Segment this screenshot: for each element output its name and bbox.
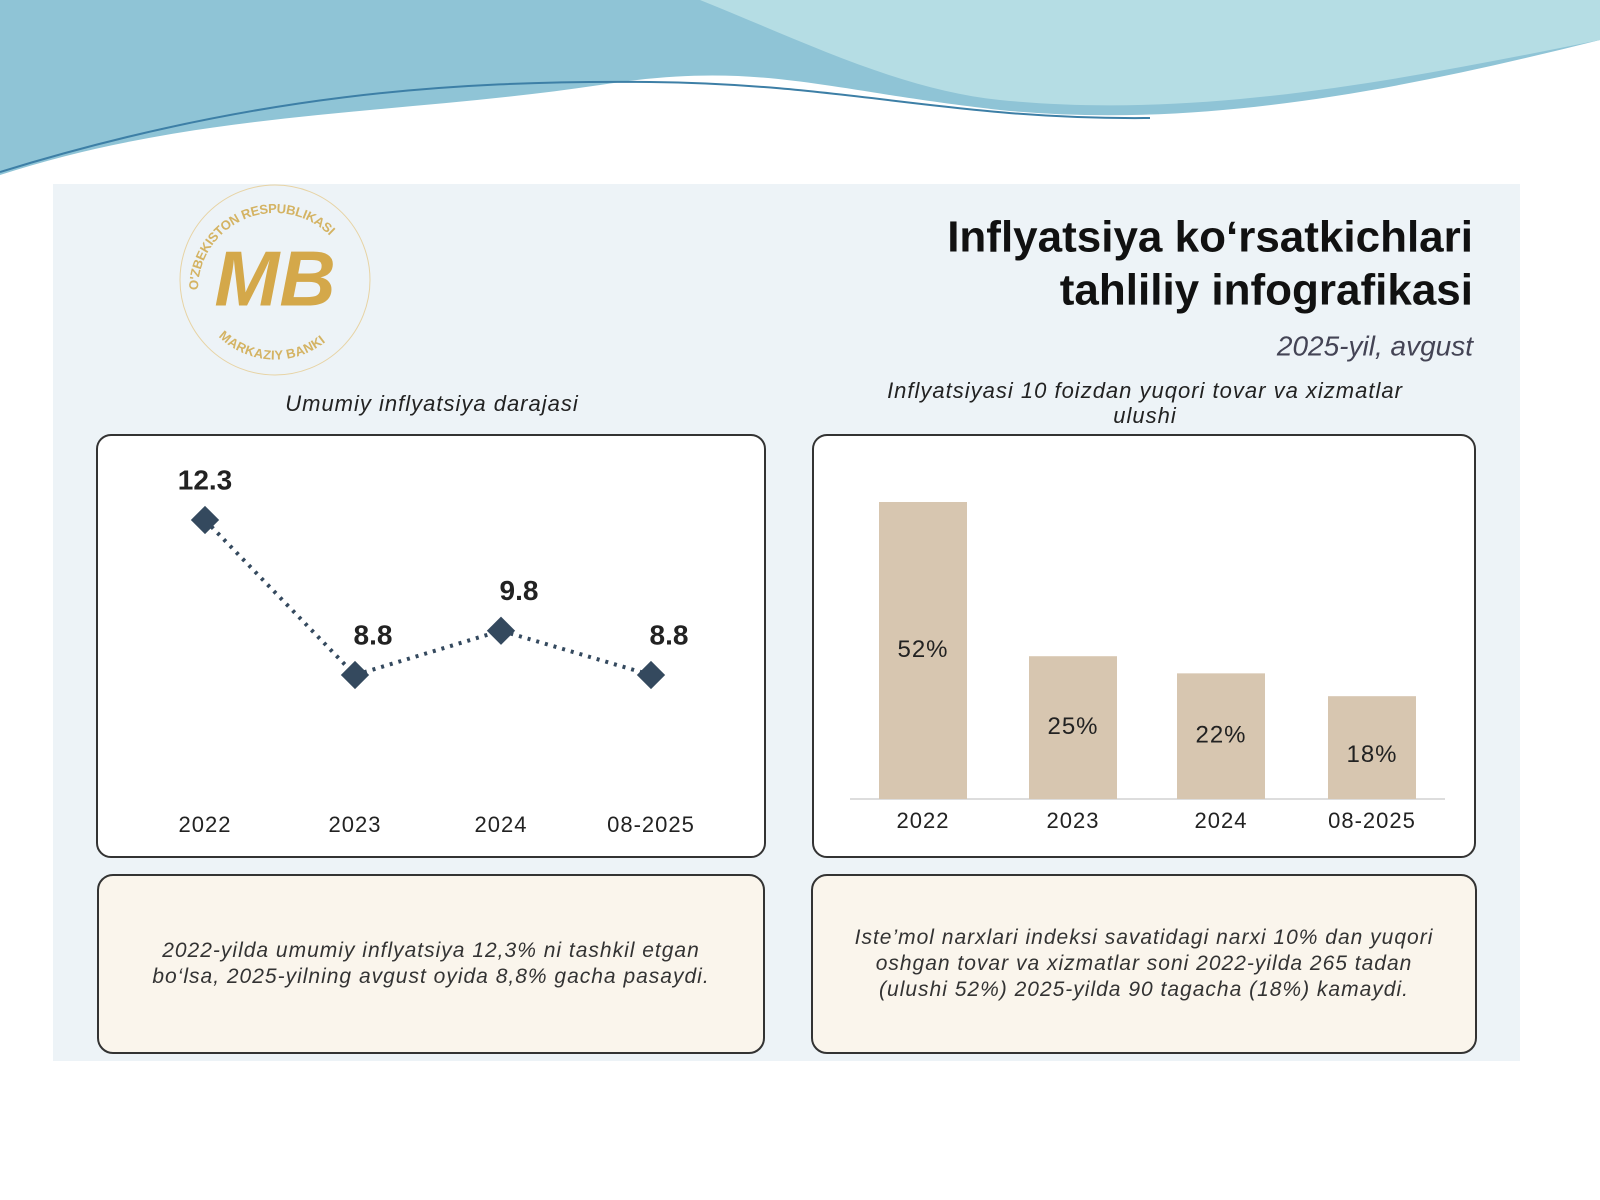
- value-label: 22%: [1195, 722, 1246, 749]
- x-tick-label: 08-2025: [607, 812, 695, 837]
- x-tick-label: 2023: [329, 812, 382, 837]
- value-label: 8.8: [354, 619, 393, 650]
- chart-title: Umumiy inflyatsiya darajasi: [285, 391, 579, 416]
- point: [190, 505, 220, 535]
- bar: [1029, 656, 1117, 799]
- x-tick-label: 2024: [1195, 808, 1248, 833]
- bar: [1328, 696, 1416, 799]
- point: [340, 660, 370, 690]
- value-label: 25%: [1047, 713, 1098, 740]
- value-label: 52%: [897, 636, 948, 663]
- point: [486, 616, 516, 645]
- chart-title-wrap: Inflyatsiyasi 10 foizdan yuqori tovar va…: [887, 378, 1403, 428]
- chart-title: Inflyatsiyasi 10 foizdan yuqori tovar va…: [887, 378, 1403, 428]
- wave-line: [0, 80, 1151, 173]
- bar: [1177, 673, 1265, 799]
- logo-ring: [179, 184, 371, 376]
- point: [636, 660, 666, 690]
- x-tick-label: 2022: [897, 808, 950, 833]
- note: 2022-yilda umumiy inflyatsiya 12,3% ni t…: [97, 874, 765, 1054]
- x-tick-label: 2023: [1047, 808, 1100, 833]
- date: 2025-yil, avgust: [1276, 330, 1474, 361]
- value-label: 12.3: [178, 464, 233, 495]
- title-line: tahliliy infografikasi: [1060, 266, 1473, 315]
- x-tick-label: 2022: [179, 812, 232, 837]
- value-label: 18%: [1346, 741, 1397, 768]
- bar: [879, 502, 967, 799]
- x-tick-label: 08-2025: [1328, 808, 1416, 833]
- x-tick-label: 2024: [475, 812, 528, 837]
- note: Iste’mol narxlari indeksi savatidagi nar…: [811, 874, 1477, 1054]
- value-label: 9.8: [500, 575, 539, 606]
- value-label: 8.8: [650, 619, 689, 650]
- logo-mark: MB: [214, 235, 335, 323]
- chart-box: [96, 434, 766, 858]
- wave-light: [700, 0, 1600, 106]
- title-line: Inflyatsiya ko‘rsatkichlari: [947, 213, 1473, 262]
- chart-box: [812, 434, 1476, 858]
